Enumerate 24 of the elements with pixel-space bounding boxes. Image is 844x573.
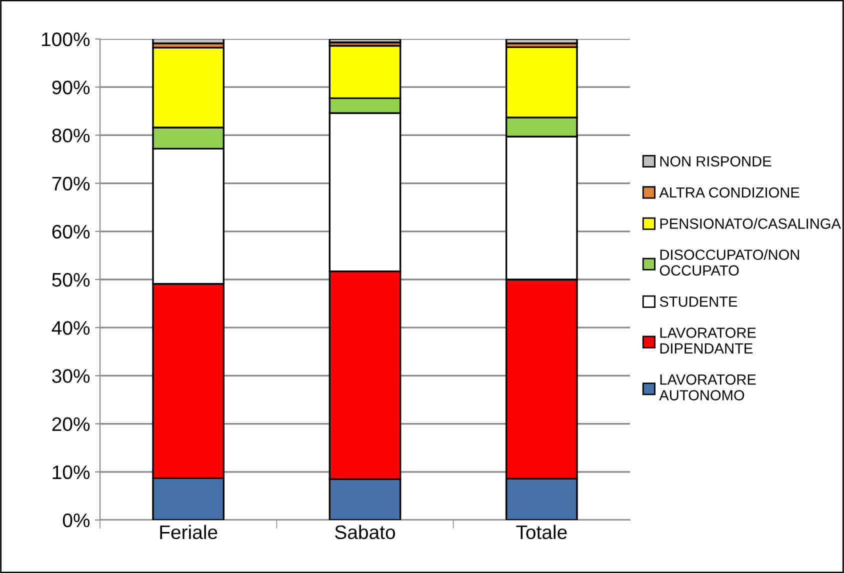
legend-label: PENSIONATO/CASALINGA [660,218,841,229]
y-tick-label: 30% [52,369,90,383]
y-tick-label: 20% [52,417,90,432]
y-tick-label: 100% [42,32,90,46]
x-tick-label: Feriale [160,524,218,540]
legend-label: DISOCCUPATO/NON OCCUPATO [660,249,799,276]
bar [152,39,224,44]
y-tick-label: 90% [52,80,90,94]
x-tick-label: Totale [516,524,567,540]
y-tick-label: 40% [52,321,90,335]
y-tick-label: 50% [52,272,90,287]
bar [328,39,402,44]
legend-label: LAVORATORE AUTONOMO [659,374,756,400]
y-tick-label: 0% [62,513,90,528]
y-tick-label: 70% [52,176,90,191]
bar [506,39,578,44]
x-tick-label: Sabato [335,524,395,540]
legend-label: ALTRA CONDIZIONE [659,187,800,198]
legend-label: STUDENTE [660,296,738,307]
legend-label: LAVORATORE DIPENDANTE [660,328,756,354]
y-tick-label: 80% [52,128,90,142]
y-tick-label: 60% [52,224,90,239]
legend-label: NON RISPONDE [660,156,772,166]
y-tick-label: 10% [52,465,90,480]
